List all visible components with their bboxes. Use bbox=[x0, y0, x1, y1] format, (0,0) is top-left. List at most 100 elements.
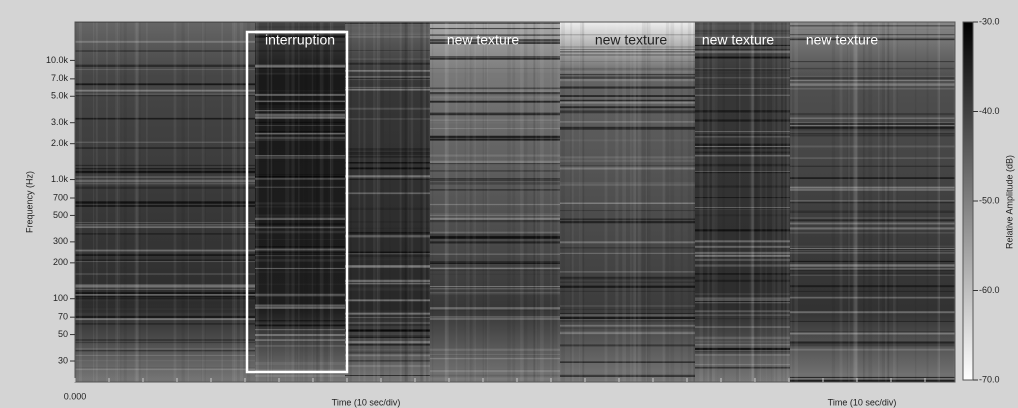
texture-column bbox=[469, 22, 472, 382]
texture-line bbox=[345, 375, 430, 376]
texture-line bbox=[430, 96, 560, 99]
plot-frame bbox=[74, 21, 956, 383]
texture-column bbox=[856, 22, 858, 382]
texture-line bbox=[790, 290, 955, 292]
texture-line bbox=[255, 253, 345, 256]
y-tick-label: 300 bbox=[53, 236, 68, 246]
texture-line bbox=[695, 318, 790, 320]
colorbar-tick-label: -60.0 bbox=[979, 285, 1000, 295]
texture-line bbox=[560, 361, 695, 363]
texture-line bbox=[790, 28, 955, 31]
y-tick-label: 10.0k bbox=[46, 55, 69, 65]
texture-line bbox=[560, 127, 695, 130]
texture-column bbox=[714, 22, 718, 382]
texture-column bbox=[670, 22, 675, 382]
texture-line bbox=[430, 273, 560, 275]
texture-column bbox=[520, 22, 523, 382]
texture-line bbox=[75, 89, 255, 92]
texture-line bbox=[695, 51, 790, 54]
texture-line bbox=[345, 69, 430, 72]
texture-column bbox=[117, 22, 122, 382]
texture-line bbox=[695, 240, 790, 243]
texture-line bbox=[560, 86, 695, 89]
texture-column bbox=[533, 22, 538, 382]
texture-line bbox=[695, 76, 790, 79]
texture-line bbox=[255, 217, 345, 220]
texture-line bbox=[560, 242, 695, 244]
texture-line bbox=[345, 252, 430, 255]
texture-line bbox=[255, 132, 345, 135]
texture-line bbox=[560, 281, 695, 283]
texture-line bbox=[75, 297, 255, 300]
texture-column bbox=[887, 22, 890, 382]
texture-column bbox=[200, 22, 203, 382]
x-axis-label: Time (10 sec/div) bbox=[828, 397, 897, 407]
texture-column bbox=[329, 22, 332, 382]
texture-line bbox=[255, 72, 345, 75]
colorbar-tick-label: -50.0 bbox=[979, 195, 1000, 205]
texture-column bbox=[722, 22, 725, 382]
texture-line bbox=[345, 156, 430, 158]
texture-line bbox=[255, 125, 345, 126]
texture-line bbox=[430, 309, 560, 311]
texture-line bbox=[695, 154, 790, 157]
texture-line bbox=[430, 178, 560, 182]
texture-column bbox=[432, 22, 434, 382]
texture-column bbox=[604, 22, 608, 382]
x-axis-label: Time (10 sec/div) bbox=[332, 397, 401, 407]
texture-column bbox=[115, 22, 119, 382]
texture-line bbox=[790, 117, 955, 120]
texture-line bbox=[255, 255, 345, 257]
texture-line bbox=[255, 324, 345, 327]
texture-line bbox=[560, 126, 695, 128]
texture-line bbox=[560, 78, 695, 82]
texture-column bbox=[771, 22, 774, 382]
texture-column bbox=[863, 22, 866, 382]
texture-line bbox=[695, 297, 790, 300]
texture-column bbox=[482, 22, 485, 382]
texture-column bbox=[239, 22, 244, 382]
texture-line bbox=[430, 203, 560, 206]
texture-column bbox=[687, 22, 692, 382]
texture-column bbox=[312, 22, 315, 382]
texture-column bbox=[316, 22, 320, 382]
texture-line bbox=[430, 234, 560, 237]
texture-line bbox=[430, 183, 560, 185]
texture-line bbox=[345, 324, 430, 326]
texture-line bbox=[75, 50, 255, 52]
texture-line bbox=[430, 357, 560, 360]
texture-column bbox=[135, 22, 139, 382]
texture-column bbox=[402, 22, 406, 382]
texture-line bbox=[255, 202, 345, 205]
colorbar-tick-label: -30.0 bbox=[979, 16, 1000, 26]
annotation: new texture bbox=[447, 32, 520, 48]
texture-line bbox=[75, 83, 255, 86]
spectrogram-section bbox=[560, 22, 695, 382]
texture-line bbox=[790, 232, 955, 234]
texture-line bbox=[560, 110, 695, 112]
texture-line bbox=[560, 159, 695, 163]
texture-column bbox=[540, 22, 544, 382]
texture-line bbox=[695, 293, 790, 295]
texture-line bbox=[790, 189, 955, 191]
texture-line bbox=[695, 299, 790, 301]
texture-column bbox=[347, 22, 351, 382]
texture-line bbox=[75, 233, 255, 235]
interruption-box bbox=[245, 30, 349, 374]
texture-column bbox=[703, 22, 705, 382]
texture-line bbox=[430, 163, 560, 166]
texture-line bbox=[790, 186, 955, 189]
texture-line bbox=[695, 350, 790, 352]
texture-line bbox=[75, 222, 255, 223]
texture-line bbox=[255, 100, 345, 102]
texture-line bbox=[790, 34, 955, 38]
texture-line bbox=[560, 156, 695, 159]
texture-line bbox=[255, 93, 345, 96]
texture-line bbox=[255, 246, 345, 248]
texture-column bbox=[315, 22, 319, 382]
texture-line bbox=[560, 290, 695, 292]
texture-column bbox=[641, 22, 645, 382]
texture-line bbox=[560, 218, 695, 221]
texture-line bbox=[345, 354, 430, 357]
texture-line bbox=[255, 40, 345, 44]
